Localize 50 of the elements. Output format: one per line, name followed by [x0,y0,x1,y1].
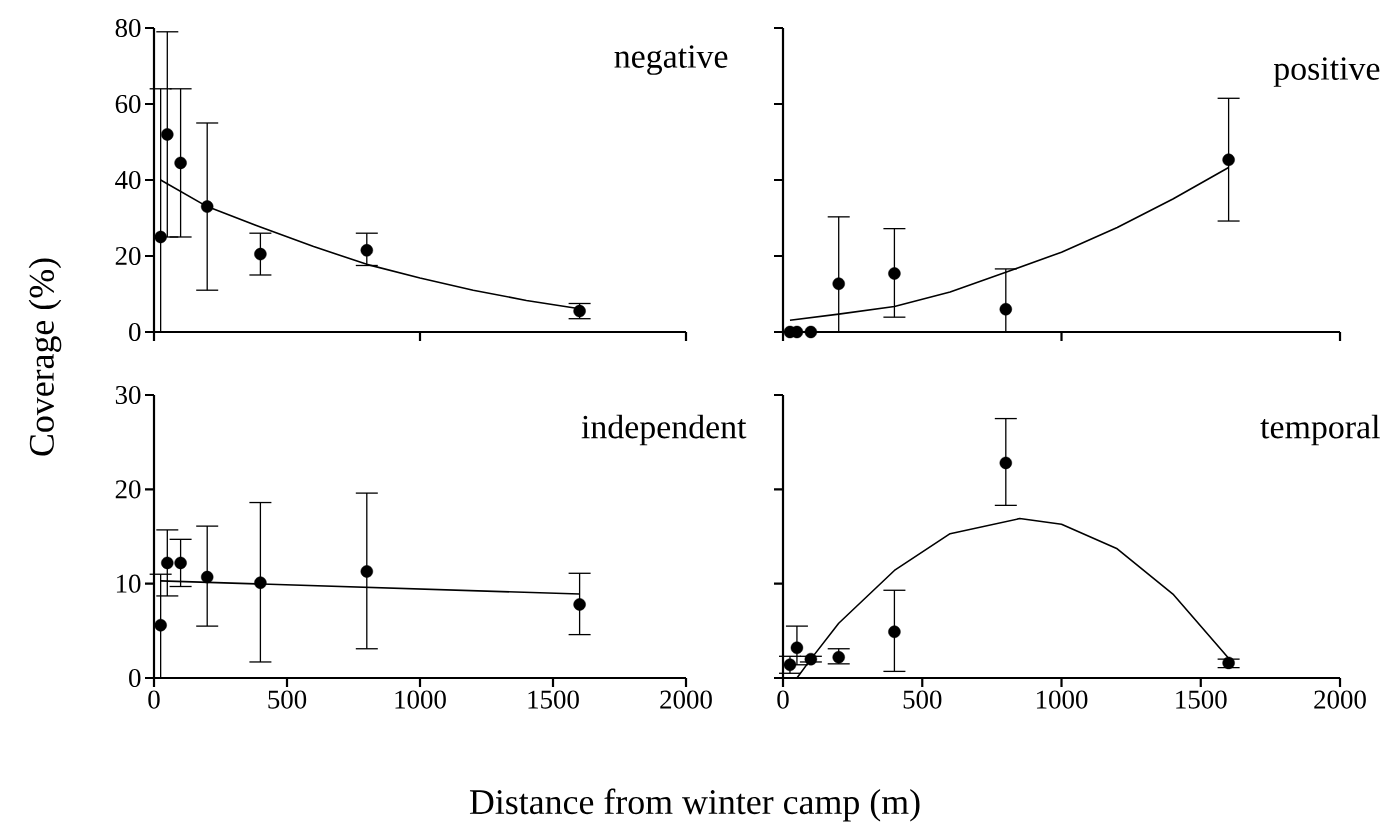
point [174,556,187,570]
text: positive [1273,57,1380,87]
point [254,247,267,261]
y-tick-label: 20 [115,480,141,499]
point [174,156,187,170]
point [804,652,818,666]
x-tick-label: 0 [777,690,789,709]
y-tick-label: 80 [115,18,141,38]
y-tick-label: 0 [129,322,141,342]
point [804,325,818,339]
y-tick-label: 10 [116,574,141,593]
y-tick-label: 20 [115,246,141,266]
point [161,128,174,141]
point [201,200,214,213]
point [573,598,586,611]
text: temporal [1260,414,1380,446]
y-tick-label: 0 [129,668,141,688]
x-axis-title: Distance from winter camp (m) [469,788,920,822]
chart-title: negative [614,45,728,75]
y-tick-label: 40 [115,170,141,190]
point [999,456,1013,470]
x-tick-label: 1500 [528,690,579,709]
point [1222,656,1235,670]
point [832,651,845,664]
point [1222,153,1235,167]
point [360,244,373,257]
y-tick-label: 30 [115,385,141,405]
point [254,576,267,589]
x-tick-label: 2000 [660,690,712,709]
x-tick-label: 2000 [1314,690,1366,709]
point [360,565,373,578]
x-tick-label: 500 [903,690,942,709]
y-axis-title: Coverage (%) [28,258,62,456]
point [832,277,845,290]
point [161,556,174,570]
point [783,658,797,671]
point [999,302,1013,316]
point [790,641,804,655]
x-tick-label: 0 [148,690,160,709]
text: independent [581,414,747,446]
point [201,570,214,584]
point [888,625,901,638]
x-tick-label: 1000 [1036,690,1088,709]
x-tick-label: 1500 [1176,690,1227,709]
point [154,618,167,632]
point [154,230,167,244]
point [888,267,901,280]
y-tick-label: 60 [115,94,141,114]
x-tick-label: 1000 [395,690,446,709]
x-tick-label: 500 [268,690,307,709]
